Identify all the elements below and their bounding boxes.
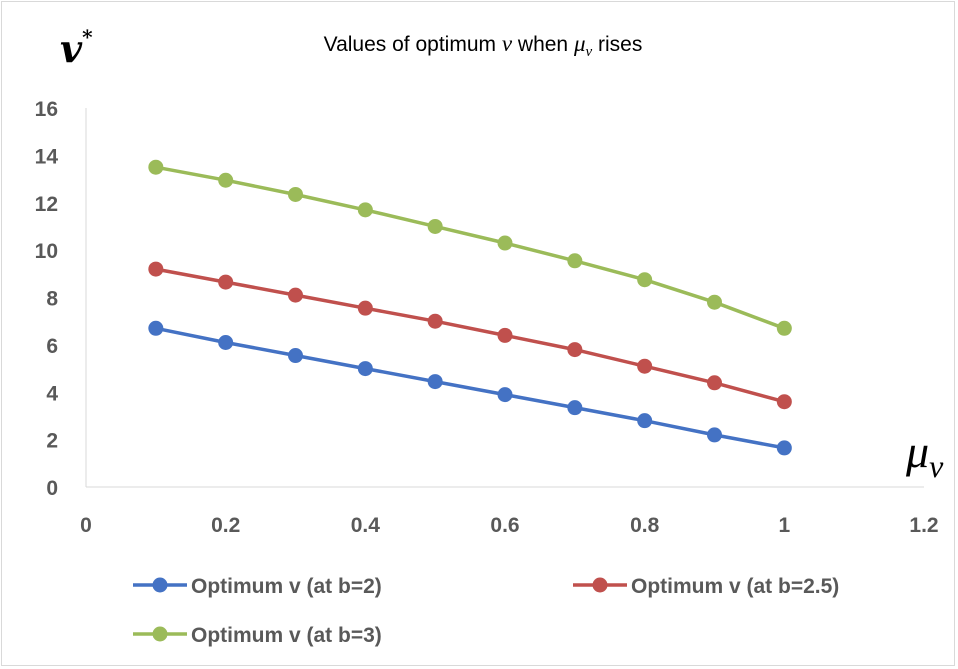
legend-marker <box>153 627 168 642</box>
x-tick-label-4: 0.8 <box>630 514 660 537</box>
y-tick-label-5: 10 <box>35 240 58 263</box>
x-tick-labels: 0 0.2 0.4 0.6 0.8 1 1.2 <box>80 514 938 537</box>
y-tick-label-3: 6 <box>46 335 58 358</box>
data-point <box>148 321 163 336</box>
data-point <box>777 321 792 336</box>
legend-marker <box>153 578 168 593</box>
series-line-0 <box>156 328 785 448</box>
data-point <box>288 348 303 363</box>
data-point <box>148 160 163 175</box>
y-tick-labels: 0 2 4 6 8 10 12 14 16 <box>35 98 59 500</box>
series-2 <box>148 160 792 336</box>
data-point <box>567 342 582 357</box>
data-point <box>567 253 582 268</box>
y-axis-label: v* <box>60 25 93 71</box>
y-tick-label-1: 2 <box>46 430 58 453</box>
data-point <box>498 387 513 402</box>
series-line-1 <box>156 269 785 402</box>
x-tick-label-6: 1.2 <box>909 514 938 537</box>
data-point <box>707 295 722 310</box>
data-point <box>288 187 303 202</box>
data-point <box>498 236 513 251</box>
x-tick-label-1: 0.2 <box>211 514 240 537</box>
data-point <box>707 427 722 442</box>
data-point <box>218 335 233 350</box>
legend-item-2: Optimum v (at b=3) <box>133 624 382 647</box>
y-tick-label-2: 4 <box>46 382 58 405</box>
data-point <box>777 440 792 455</box>
data-point <box>707 375 722 390</box>
x-axis-label: μv <box>905 426 944 484</box>
x-tick-label-3: 0.6 <box>490 514 519 537</box>
y-tick-label-7: 14 <box>35 145 59 168</box>
data-point <box>567 400 582 415</box>
y-tick-label-4: 8 <box>46 288 58 311</box>
data-point <box>498 328 513 343</box>
data-point <box>358 301 373 316</box>
legend-item-1: Optimum v (at b=2.5) <box>573 575 839 598</box>
data-point <box>428 314 443 329</box>
y-tick-label-0: 0 <box>46 477 58 500</box>
legend-marker <box>593 578 608 593</box>
legend-label: Optimum v (at b=2) <box>191 575 382 598</box>
y-tick-label-6: 12 <box>35 193 58 216</box>
data-point <box>637 272 652 287</box>
data-point <box>218 275 233 290</box>
data-point <box>288 288 303 303</box>
data-point <box>777 394 792 409</box>
data-point <box>148 262 163 277</box>
data-point <box>358 361 373 376</box>
data-point <box>637 359 652 374</box>
data-point <box>637 413 652 428</box>
data-point <box>218 173 233 188</box>
y-tick-label-8: 16 <box>35 98 58 121</box>
legend-label: Optimum v (at b=3) <box>191 624 382 647</box>
x-tick-label-2: 0.4 <box>351 514 381 537</box>
x-tick-label-5: 1 <box>778 514 790 537</box>
legend: Optimum v (at b=2) Optimum v (at b=2.5) Op… <box>133 575 839 647</box>
chart-title: Values of optimum v when μv rises <box>324 31 643 60</box>
series-line-2 <box>156 167 785 328</box>
series-0 <box>148 321 792 456</box>
legend-label: Optimum v (at b=2.5) <box>631 575 839 598</box>
data-point <box>358 202 373 217</box>
data-point <box>428 374 443 389</box>
x-tick-label-0: 0 <box>80 514 92 537</box>
data-point <box>428 219 443 234</box>
series-group <box>148 160 792 456</box>
legend-item-0: Optimum v (at b=2) <box>133 575 382 598</box>
